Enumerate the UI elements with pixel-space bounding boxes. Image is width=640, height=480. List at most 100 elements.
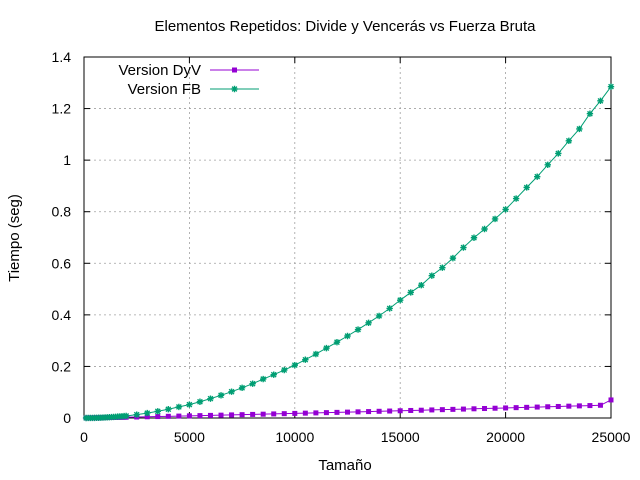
data-point [544,161,551,168]
data-point [197,413,203,419]
data-point [376,408,382,414]
data-point [239,412,245,418]
data-point [545,404,551,410]
legend-label: Version DyV [118,62,201,79]
data-point [133,411,140,418]
data-point [175,403,183,411]
data-point [365,319,372,327]
data-point [271,411,277,417]
series-layer [82,83,615,422]
data-point [144,414,150,420]
data-point [397,296,404,304]
y-tick-label: 0.4 [52,307,72,323]
series-line [86,399,612,419]
data-point [333,338,341,346]
x-tick-label: 20000 [486,429,525,445]
y-tick-label: 1 [63,152,71,168]
data-point [260,411,266,417]
data-point [165,406,172,413]
data-point [323,344,330,352]
y-tick-label: 1.2 [52,101,72,117]
data-point [524,404,530,410]
series-0 [83,397,614,421]
data-point [418,407,424,413]
data-point [597,97,604,105]
data-point [460,406,466,412]
data-point [428,272,436,279]
data-point [217,392,225,399]
y-tick-label: 0 [63,410,71,426]
data-point [512,195,520,202]
data-point [292,410,298,416]
data-point [323,410,329,416]
data-point [165,413,171,419]
data-point [249,380,256,387]
data-point [144,409,151,417]
y-axis-label: Tiempo (seg) [6,194,23,282]
data-point [387,408,393,414]
data-point [418,282,425,289]
data-point [482,406,488,412]
legend-marker [232,67,237,73]
data-point [450,406,456,412]
legend: Version DyV Version FB [118,62,259,98]
data-point [502,206,509,213]
data-point [334,409,340,415]
legend-label: Version FB [128,81,201,98]
data-point [302,410,308,416]
data-point [238,384,246,392]
y-tick-label: 0.6 [52,255,72,271]
data-point [354,326,362,333]
data-point [492,405,498,411]
data-point [555,403,561,409]
data-point [576,403,582,409]
data-point [565,137,573,145]
data-point [355,409,361,415]
data-point [408,407,414,413]
data-point [407,289,414,296]
x-tick-label: 15000 [381,429,420,445]
data-point [503,405,509,411]
data-point [471,406,477,412]
data-point [218,412,224,418]
data-point [608,397,614,403]
data-point [375,312,383,320]
data-point [229,412,235,418]
grid [84,57,611,418]
data-point [513,405,519,411]
data-point [176,413,182,419]
axis-ticks: 0 0.2 0.4 0.6 0.8 1 1.2 1.4 0 5000 10000 15000 20000… [52,49,631,445]
series-line [86,86,612,419]
y-tick-label: 0.2 [52,358,72,374]
data-point [122,412,130,420]
data-point [586,110,594,117]
data-point [302,356,309,363]
plot-border [83,56,612,419]
data-point [313,410,319,416]
data-point [439,264,446,271]
data-point [587,403,593,409]
series-1 [82,83,615,422]
data-point [397,408,403,414]
data-point [186,413,192,419]
data-point [270,371,277,378]
data-point [196,398,204,405]
data-point [386,305,393,312]
y-tick-label: 1.4 [52,49,72,65]
data-point [281,411,287,417]
data-point [534,404,540,410]
data-point [344,332,351,340]
data-point [312,350,320,358]
x-tick-label: 5000 [174,429,205,445]
data-point [154,408,161,415]
y-tick-label: 0.8 [52,204,72,220]
data-point [449,254,457,262]
data-point [491,215,499,223]
legend-marker [231,85,238,93]
x-axis-label: Tamaño [318,457,371,474]
data-point [555,150,562,157]
data-point [259,375,267,383]
data-point [534,173,541,180]
data-point [566,403,572,409]
